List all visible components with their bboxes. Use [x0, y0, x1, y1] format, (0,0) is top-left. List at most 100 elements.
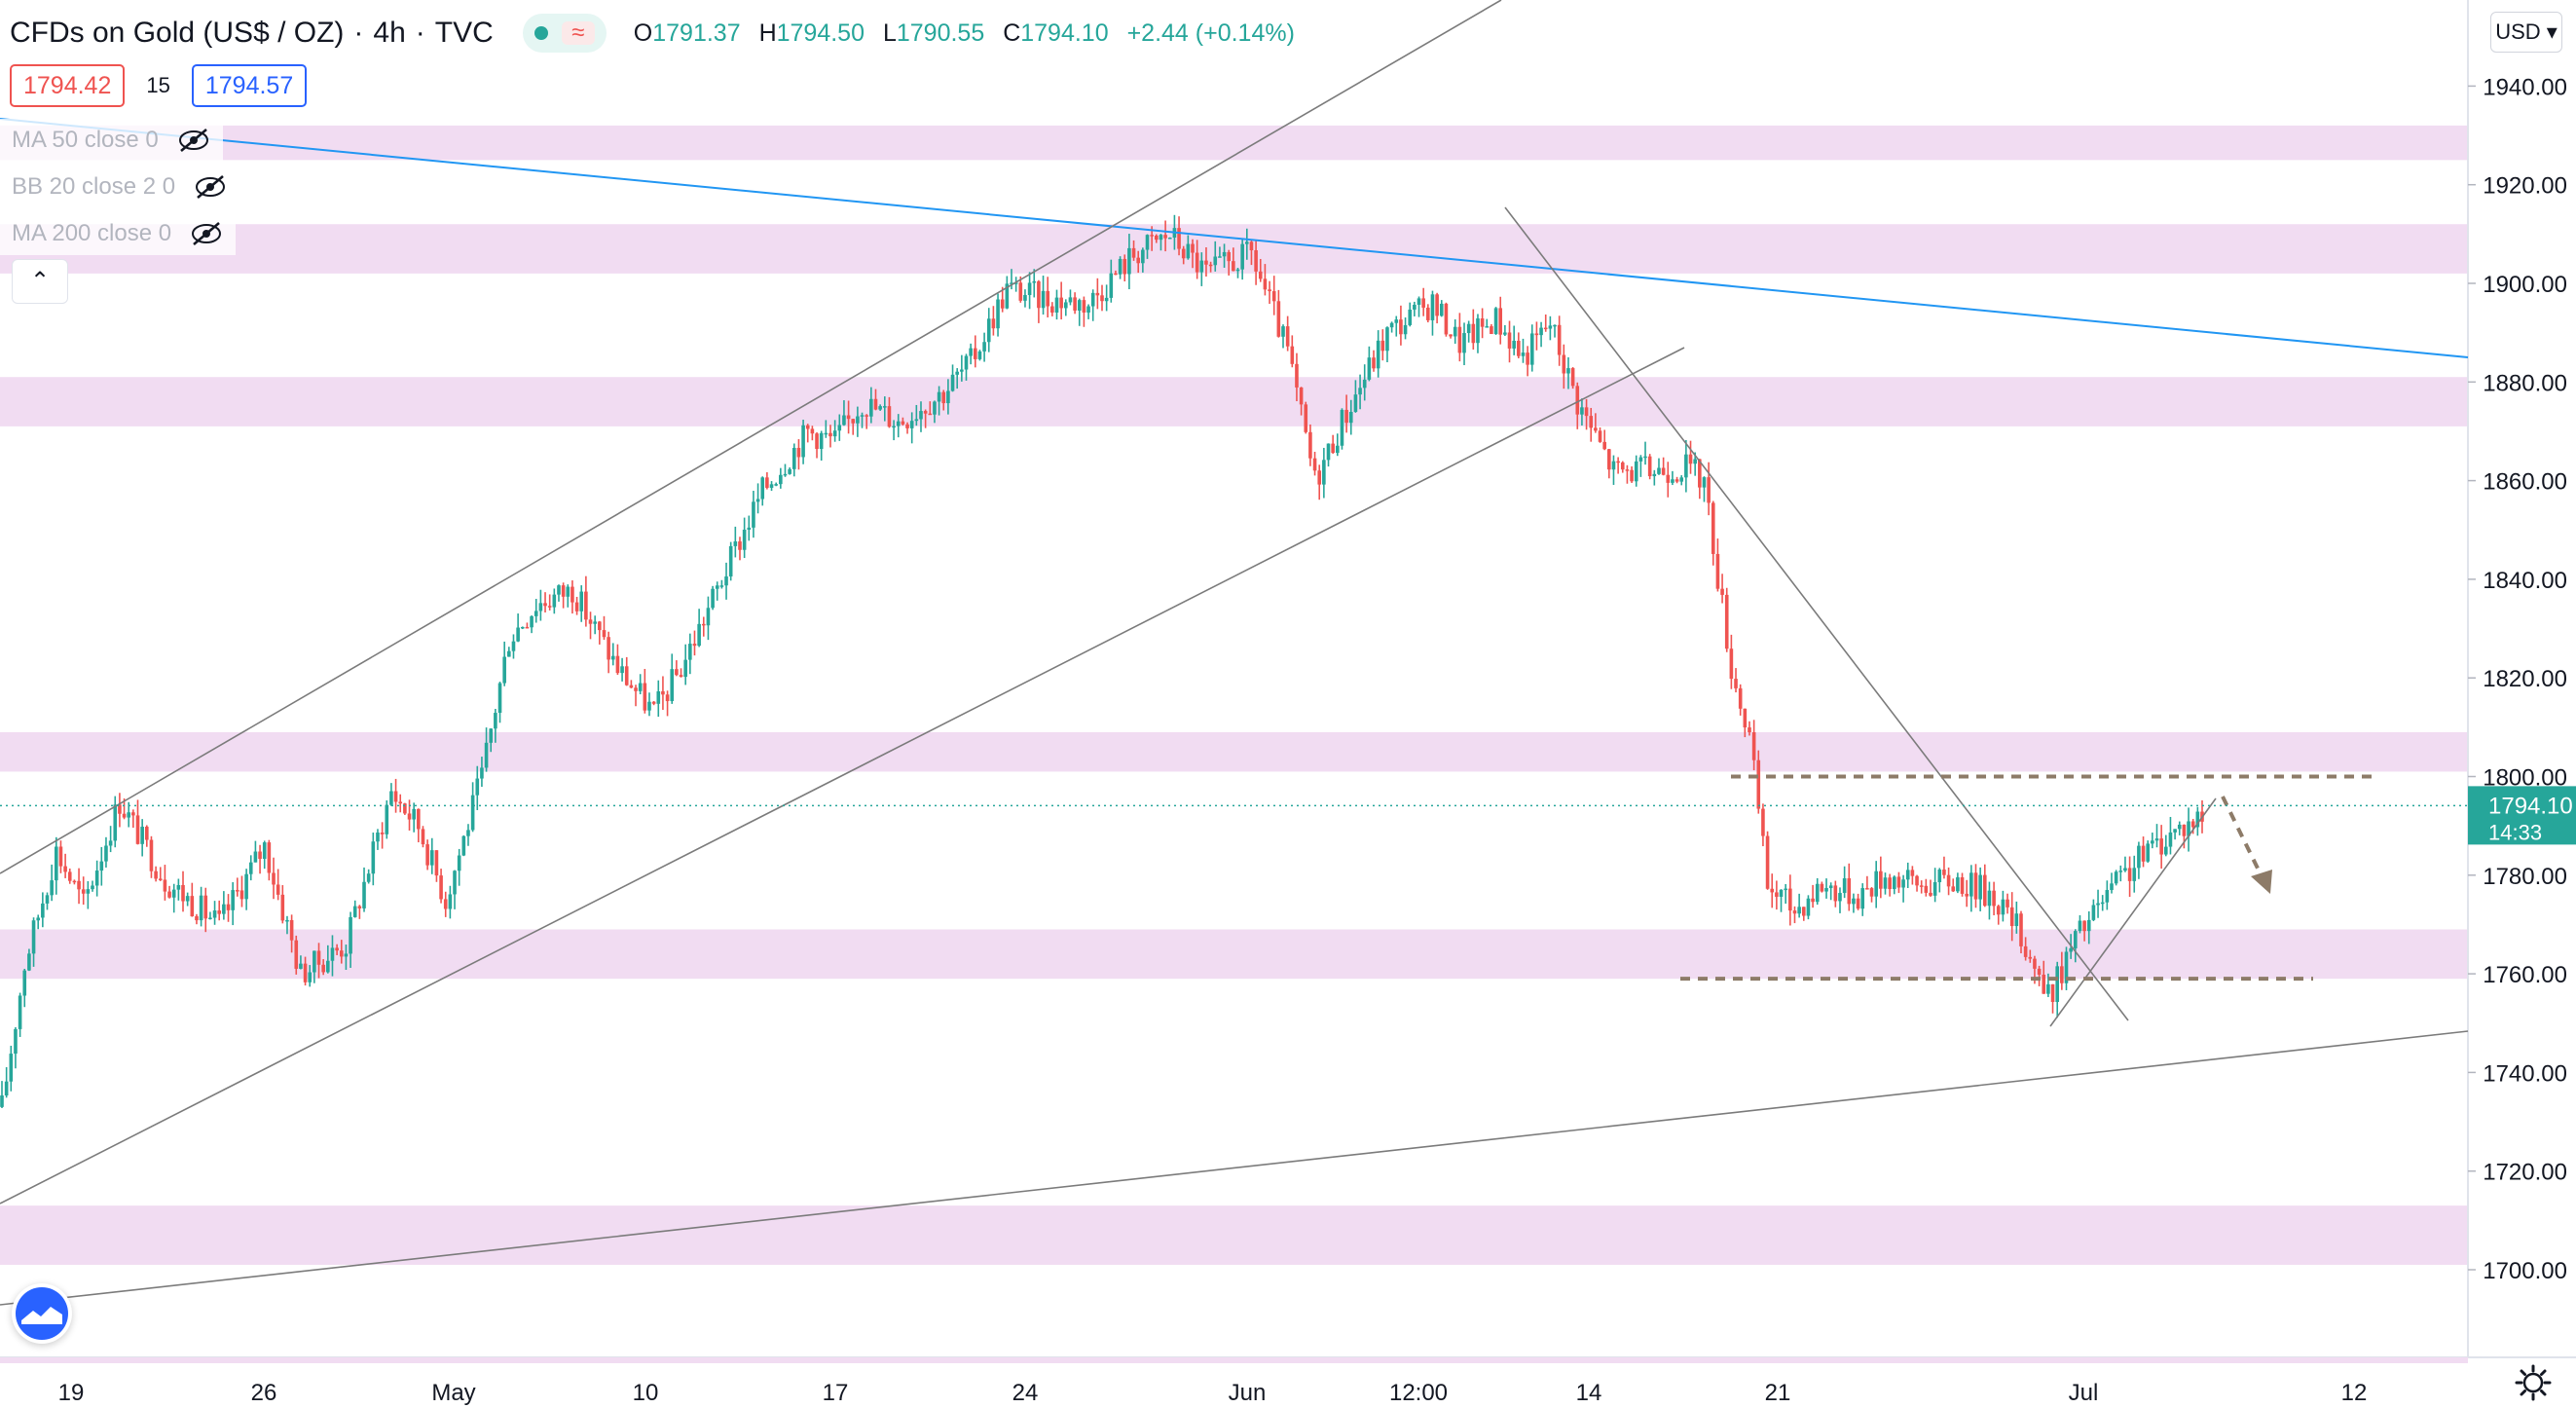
candle-body — [688, 644, 692, 660]
candle-body — [308, 972, 313, 982]
candle-body — [316, 950, 321, 965]
collapse-legend-button[interactable]: ⌃ — [12, 259, 68, 304]
candle-body — [417, 808, 421, 830]
candle-body — [439, 875, 443, 900]
long-support-line[interactable] — [0, 1030, 2469, 1306]
bid-price-button[interactable]: 1794.42 — [10, 64, 126, 107]
candle-body — [299, 963, 303, 969]
candle-body — [1439, 303, 1444, 316]
support-resistance-zone — [0, 731, 2468, 772]
candle-body — [1276, 301, 1281, 337]
symbol-title[interactable]: CFDs on Gold (US$ / OZ) — [10, 17, 345, 49]
candle-body — [1679, 477, 1684, 482]
logo-icon — [16, 1287, 68, 1340]
ask-price-button[interactable]: 1794.57 — [191, 64, 308, 107]
x-tick-label: Jun — [1229, 1380, 1267, 1406]
candle-body — [217, 910, 222, 914]
candle-body — [1453, 326, 1457, 337]
candle-body — [1471, 323, 1476, 344]
candle-body — [421, 829, 425, 845]
ohlc-legend: O1791.37 H1794.50 L1790.55 C1794.10 +2.4… — [634, 19, 1306, 48]
candle-body — [1779, 889, 1784, 897]
candle-body — [1707, 477, 1711, 503]
candle-body — [724, 576, 728, 586]
candle-body — [470, 795, 475, 831]
candle-body — [163, 879, 167, 892]
candle-body — [321, 964, 325, 973]
candle-body — [1208, 264, 1213, 267]
candle-body — [1358, 388, 1362, 395]
candle-body — [1982, 874, 1987, 907]
candle-body — [1018, 282, 1023, 301]
candle-body — [538, 603, 543, 611]
candle-body — [285, 919, 289, 922]
candle-body — [1698, 459, 1702, 488]
indicator-ma50[interactable]: MA 50 close 0 — [0, 119, 223, 162]
candle-body — [607, 637, 610, 660]
candle-body — [923, 411, 928, 414]
projection-arrow-line[interactable] — [2221, 796, 2266, 883]
candle-body — [1304, 404, 1308, 432]
indicator-bb20[interactable]: BB 20 close 2 0 — [0, 166, 240, 208]
candle-body — [1032, 280, 1037, 283]
support-resistance-zone — [0, 929, 2468, 980]
candle-body — [1824, 888, 1828, 892]
candle-body — [1620, 462, 1625, 470]
candle-body — [1602, 441, 1606, 450]
candle-body — [1575, 386, 1580, 415]
candle-body — [1417, 298, 1421, 305]
candle-body — [1924, 885, 1929, 893]
candle-body — [407, 813, 412, 820]
candle-body — [122, 813, 127, 818]
candle-body — [1905, 870, 1910, 880]
candle-body — [2033, 958, 2037, 969]
candle-body — [1915, 875, 1919, 886]
candle-body — [1684, 454, 1688, 478]
descending-trendline[interactable] — [1504, 206, 2129, 1021]
candle-body — [1245, 241, 1249, 244]
candle-body — [1268, 289, 1271, 292]
eye-off-icon[interactable] — [176, 127, 211, 154]
eye-off-icon[interactable] — [189, 220, 224, 247]
candle-body — [1801, 907, 1806, 916]
candle-body — [1095, 292, 1100, 296]
candle-body — [832, 430, 837, 437]
candle-body — [2082, 920, 2086, 932]
indicator-ma200[interactable]: MA 200 close 0 — [0, 212, 237, 255]
tradingview-logo[interactable] — [12, 1283, 72, 1344]
candle-body — [2086, 919, 2091, 932]
market-status-pill[interactable]: ≈ — [522, 14, 607, 53]
candle-body — [1372, 357, 1376, 369]
price-axis-background[interactable] — [2468, 0, 2576, 1408]
settings-gear-icon[interactable] — [2514, 1363, 2553, 1402]
candle-body — [986, 318, 991, 343]
candle-body — [973, 348, 977, 359]
candle-body — [615, 655, 620, 674]
blue-trendline[interactable] — [0, 118, 2469, 358]
candle-body — [1693, 459, 1697, 464]
candle-body — [2187, 821, 2190, 836]
candle-body — [2127, 868, 2132, 881]
candle-body — [1702, 477, 1707, 488]
candle-body — [1534, 333, 1539, 336]
indicator-label: BB 20 close 2 0 — [12, 173, 176, 200]
candle-body — [335, 947, 339, 951]
candle-body — [851, 419, 856, 424]
eye-off-icon[interactable] — [193, 173, 228, 201]
candle-body — [2182, 824, 2187, 836]
interval-label[interactable]: 4h — [373, 17, 406, 49]
candle-body — [765, 477, 769, 488]
channel-upper-line[interactable] — [0, 0, 1502, 874]
currency-selector[interactable]: USD ▾ — [2490, 12, 2562, 53]
candle-body — [1186, 243, 1191, 259]
candle-body — [1232, 261, 1235, 272]
candle-body — [1512, 340, 1516, 349]
candle-body — [91, 885, 94, 890]
candle-body — [593, 621, 597, 624]
candle-body — [1860, 888, 1865, 909]
candle-body — [1159, 235, 1163, 241]
channel-lower-line[interactable] — [0, 347, 1685, 1204]
short-uptrend-line[interactable] — [2049, 797, 2217, 1027]
candle-body — [1023, 294, 1027, 301]
